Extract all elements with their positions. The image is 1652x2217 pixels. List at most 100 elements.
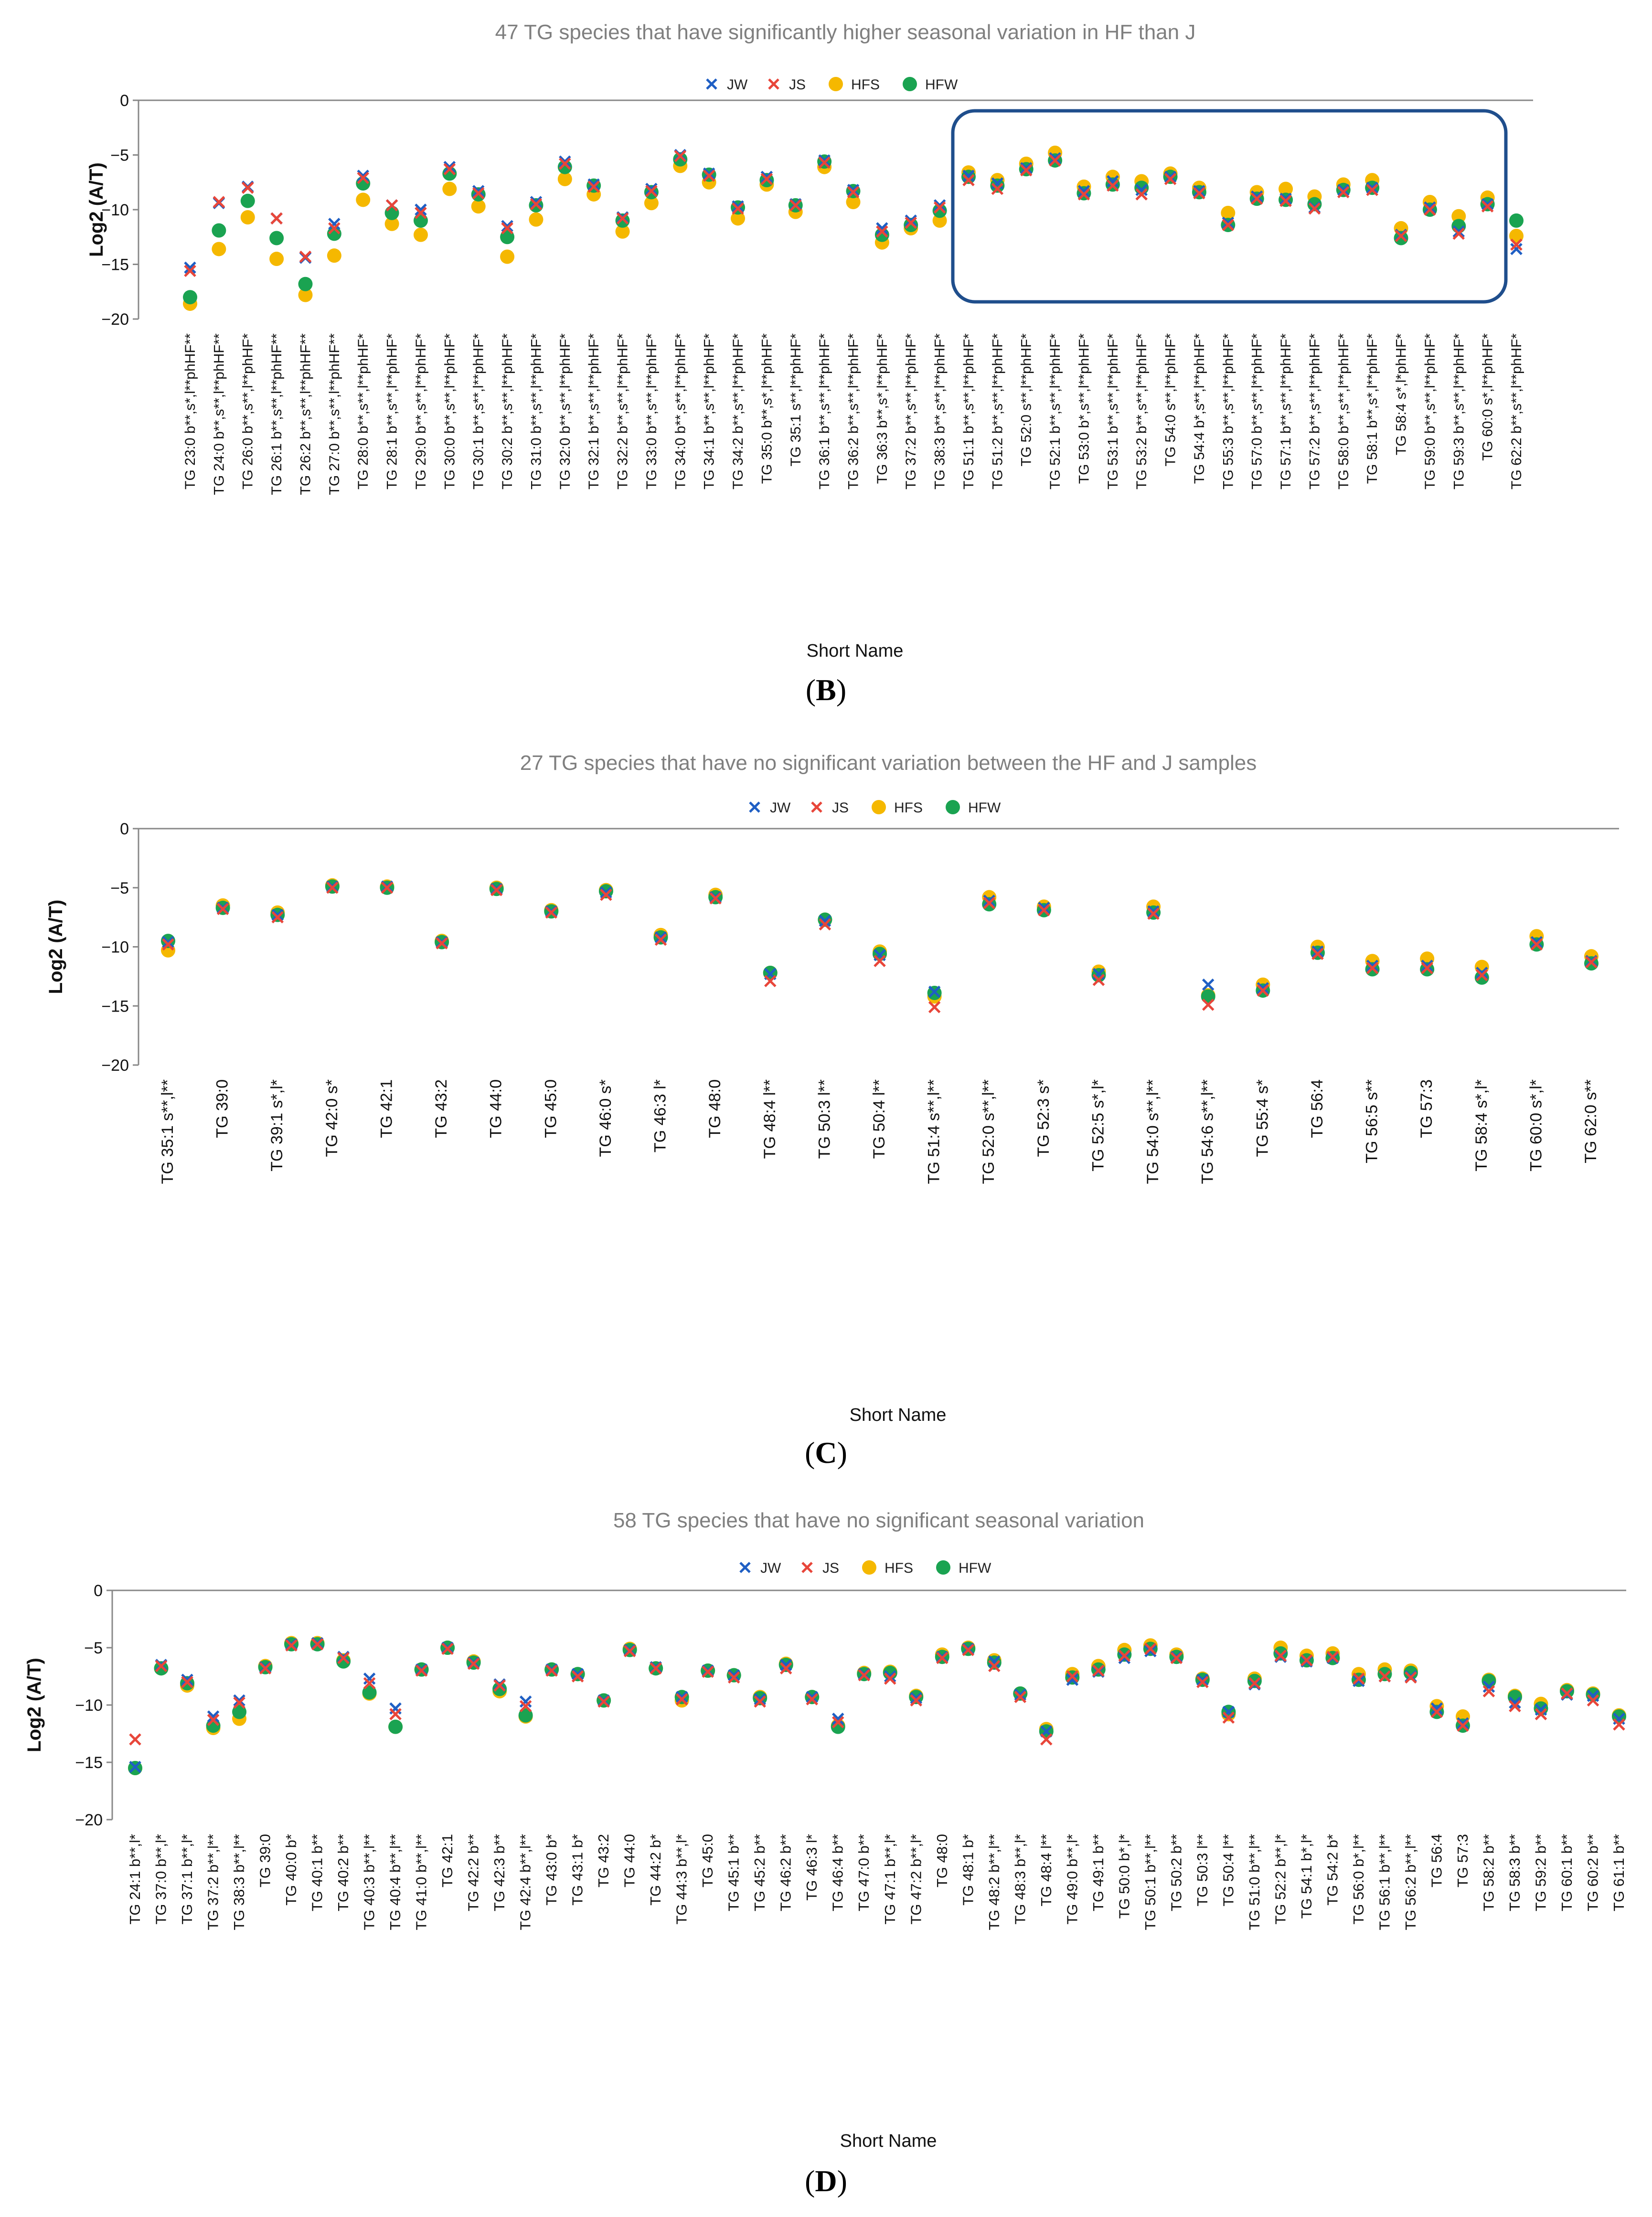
x-tick-label: TG 37:1 b**,l* bbox=[179, 1834, 195, 1925]
point-js bbox=[519, 1700, 532, 1713]
chart-c-svg: 27 TG species that have no significant v… bbox=[45, 751, 1619, 1425]
point-js bbox=[1395, 230, 1407, 242]
x-tick-label: TG 47:0 b** bbox=[855, 1834, 872, 1911]
x-tick-label: TG 34:2 b**,s**,l**phHF* bbox=[730, 333, 746, 490]
x-tick-label: TG 57:0 b**,s**,l**phHF* bbox=[1249, 333, 1265, 490]
x-tick-label: TG 46:0 s* bbox=[597, 1079, 615, 1157]
point-js bbox=[1049, 154, 1061, 167]
panel-label-d: (D) bbox=[805, 2164, 847, 2198]
x-tick-label: TG 40:3 b**,l** bbox=[361, 1834, 378, 1930]
y-tick-label: −10 bbox=[101, 201, 129, 219]
x-tick-label: TG 54:6 s**,l** bbox=[1199, 1079, 1217, 1184]
point-js bbox=[831, 1716, 844, 1728]
point-jw bbox=[472, 185, 485, 197]
point-js bbox=[1535, 1708, 1547, 1720]
y-tick-label: −20 bbox=[101, 310, 129, 329]
point-js bbox=[1424, 203, 1436, 216]
point-hfw bbox=[518, 1708, 533, 1723]
x-tick-label: TG 43:1 b* bbox=[569, 1834, 586, 1906]
point-jw bbox=[1509, 1696, 1521, 1709]
legend: JW JS HFS HFW bbox=[739, 1560, 991, 1576]
point-jw bbox=[654, 931, 667, 944]
x-tick-label: TG 47:1 b**,l* bbox=[882, 1834, 898, 1925]
x-tick-label: TG 36:3 b**,s*,l**phHF* bbox=[874, 333, 890, 484]
x-tick-label: TG 48:1 b* bbox=[959, 1834, 976, 1906]
point-js bbox=[1092, 974, 1105, 986]
point-jw bbox=[1196, 1673, 1209, 1686]
x-tick-label: TG 26:2 b**,s**,l**phHF** bbox=[298, 333, 313, 495]
point-js bbox=[645, 185, 658, 197]
point-js bbox=[443, 163, 456, 176]
legend-item-js: JS bbox=[768, 77, 806, 93]
x-tick-label: TG 48:4 l** bbox=[1038, 1834, 1055, 1907]
point-js bbox=[1457, 1719, 1469, 1732]
point-hfw bbox=[183, 290, 197, 305]
point-hfw bbox=[1201, 989, 1215, 1004]
point-js bbox=[1378, 1670, 1391, 1683]
point-hfs bbox=[557, 171, 572, 186]
point-js bbox=[271, 911, 284, 924]
legend-item-jw: JW bbox=[706, 77, 748, 93]
point-hfs bbox=[932, 213, 947, 228]
point-hfw bbox=[615, 213, 630, 228]
x-tick-label: TG 58:4 s*,l*phHF* bbox=[1394, 333, 1409, 455]
point-js bbox=[1038, 904, 1050, 917]
point-jw bbox=[1510, 243, 1523, 256]
x-tick-label: TG 30:0 b**,s**,l**phHF* bbox=[442, 333, 458, 490]
y-tick-label: −15 bbox=[75, 1754, 103, 1772]
point-jw bbox=[1279, 192, 1292, 205]
y-tick-label: −5 bbox=[110, 147, 129, 165]
legend-label-hfs: HFS bbox=[885, 1560, 913, 1576]
point-jw bbox=[703, 167, 715, 180]
x-tick-label: TG 39:0 bbox=[257, 1834, 274, 1887]
chart-b-svg: 47 TG species that have significantly hi… bbox=[86, 21, 1533, 661]
point-js bbox=[441, 1642, 454, 1655]
point-hfs bbox=[1221, 205, 1236, 220]
point-js bbox=[928, 1001, 941, 1013]
x-tick-label: TG 51:2 b**,s**,l**phHF* bbox=[990, 333, 1005, 490]
point-js bbox=[530, 198, 543, 211]
point-jw bbox=[1257, 982, 1269, 994]
x-tick-label: TG 37:2 b**,l** bbox=[205, 1834, 222, 1930]
point-js bbox=[1250, 192, 1263, 205]
x-tick-label: TG 24:0 b**,s**,l**phHF** bbox=[211, 333, 227, 495]
point-jw bbox=[415, 203, 427, 216]
point-js bbox=[650, 1662, 662, 1674]
point-jw bbox=[363, 1673, 376, 1685]
x-tick-label: TG 46:3 l* bbox=[803, 1834, 820, 1901]
x-tick-label: TG 44:2 b* bbox=[647, 1834, 664, 1906]
point-hfw bbox=[362, 1685, 377, 1700]
x-tick-label: TG 54:1 b*,l* bbox=[1298, 1834, 1315, 1919]
legend-item-hfw: HFW bbox=[936, 1560, 991, 1576]
point-hfs bbox=[529, 212, 544, 227]
point-jw bbox=[1066, 1673, 1079, 1686]
point-js bbox=[732, 202, 744, 215]
x-tick-label: TG 57:1 b**,s**,l**phHF* bbox=[1278, 333, 1294, 490]
x-tick-label: TG 35:0 b**,s*,l**phHF* bbox=[759, 333, 775, 484]
x-tick-label: TG 55:4 s* bbox=[1253, 1079, 1271, 1157]
point-jw bbox=[1250, 190, 1263, 203]
x-tick-label: TG 62:2 b**,s**,l**phHF* bbox=[1509, 333, 1524, 490]
point-js bbox=[703, 170, 715, 182]
x-tick-label: TG 59:3 b**,s**,l**phHF* bbox=[1451, 333, 1467, 490]
point-jw bbox=[962, 170, 975, 182]
point-js bbox=[674, 150, 687, 162]
point-js bbox=[385, 199, 398, 212]
point-jw bbox=[1337, 184, 1350, 196]
x-tick-label: TG 48:4 l** bbox=[761, 1079, 779, 1159]
x-tick-label: TG 46:3 l* bbox=[651, 1079, 670, 1152]
x-tick-label: TG 43:2 bbox=[595, 1834, 612, 1887]
point-js bbox=[1613, 1718, 1625, 1731]
x-tick-label: TG 53:1 b**,s**,l**phHF* bbox=[1105, 333, 1121, 490]
x-tick-label: TG 50:4 l** bbox=[1220, 1834, 1236, 1907]
point-js bbox=[616, 212, 629, 225]
point-js bbox=[1587, 1694, 1599, 1707]
point-js bbox=[905, 216, 917, 229]
point-js bbox=[1222, 219, 1235, 231]
x-tick-label: TG 36:1 b**,s**,l**phHF* bbox=[817, 333, 832, 490]
point-jw bbox=[1014, 1688, 1027, 1701]
x-tick-label: TG 50:3 l** bbox=[815, 1079, 833, 1159]
point-js bbox=[1202, 999, 1215, 1011]
x-tick-label: TG 52:1 b**,s**,l**phHF* bbox=[1047, 333, 1063, 490]
point-js bbox=[1222, 1711, 1235, 1724]
